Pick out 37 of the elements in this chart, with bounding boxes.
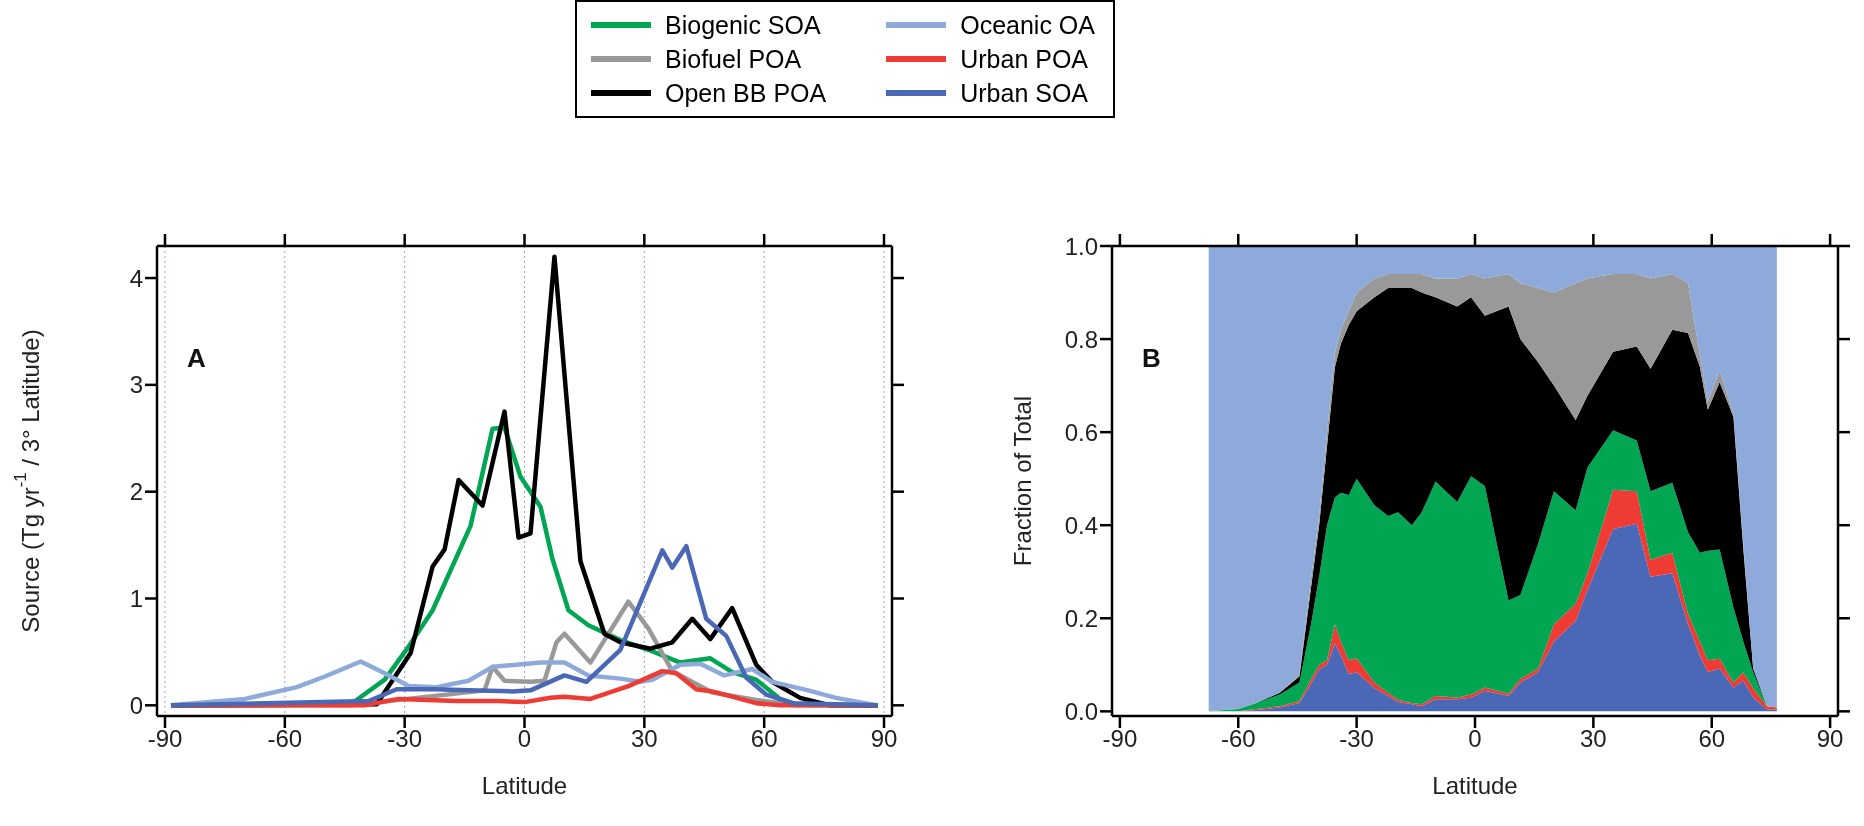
y-tick-label: 4 [129, 264, 143, 292]
y-axis-title: Fraction of Total [1008, 395, 1036, 567]
legend-label: Oceanic OA [960, 10, 1095, 40]
x-tick-label: -60 [1220, 725, 1256, 753]
x-axis-title: Latitude [1432, 772, 1518, 799]
x-tick-label: 60 [1698, 725, 1726, 753]
x-tick-label: -60 [267, 725, 303, 753]
legend-label: Open BB POA [665, 78, 827, 108]
legend-label: Biofuel POA [665, 44, 802, 74]
x-tick-label: 60 [750, 725, 778, 753]
y-tick-label: 3 [129, 371, 143, 399]
annotation: B [1142, 343, 1161, 374]
y-tick-label: 2 [129, 478, 143, 506]
y-tick-label: 0.8 [1064, 325, 1098, 353]
x-tick-label: -90 [147, 725, 183, 753]
legend-label: Biogenic SOA [665, 10, 821, 40]
x-tick-label: 30 [1580, 725, 1607, 753]
x-tick-label: 0 [517, 725, 532, 753]
y-tick-label: 0.0 [1064, 697, 1098, 725]
y-tick-label: 1.0 [1064, 232, 1098, 260]
y-tick-label: 1 [129, 585, 143, 613]
x-tick-label: 90 [1816, 725, 1844, 753]
x-axis-title: Latitude [481, 772, 568, 799]
y-tick-label: 0.2 [1064, 604, 1098, 632]
x-tick-label: 90 [870, 725, 898, 753]
x-tick-label: -90 [1102, 725, 1138, 753]
legend-label: Urban SOA [960, 78, 1089, 108]
y-tick-label: 0 [129, 691, 143, 719]
x-tick-label: -30 [387, 725, 423, 753]
x-tick-label: 30 [630, 725, 658, 753]
legend-label: Urban POA [960, 44, 1089, 74]
x-tick-label: -30 [1339, 725, 1374, 753]
y-tick-label: 0.6 [1064, 418, 1098, 446]
line-series [168, 543, 881, 708]
y-tick-label: 0.4 [1064, 511, 1098, 539]
x-tick-label: 0 [1468, 725, 1482, 753]
annotation: A [187, 343, 206, 374]
